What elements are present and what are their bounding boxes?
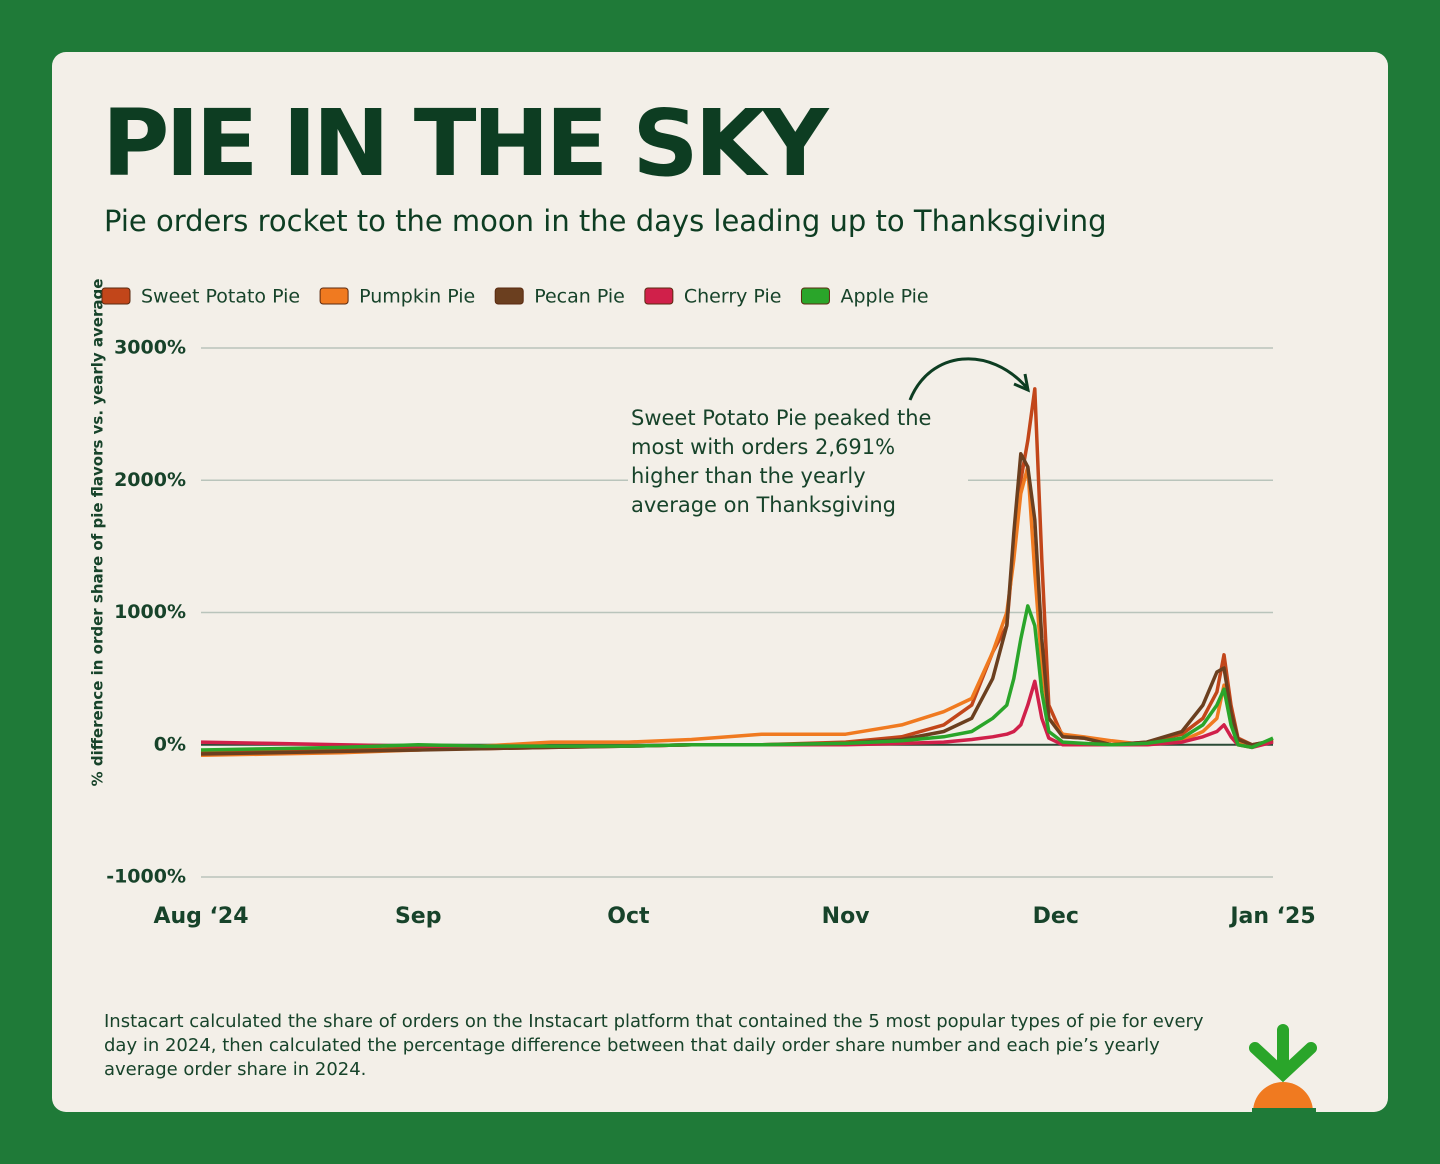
series-line [200, 465, 1274, 758]
annotation-bg [628, 406, 968, 432]
legend-swatch [644, 287, 674, 305]
logo-leaf [1249, 1024, 1317, 1083]
logo [1249, 1024, 1317, 1148]
y-axis-label: % difference in order share of pie flavo… [89, 279, 107, 787]
y-tick-label: 1000% [114, 601, 186, 623]
x-tick-label: Dec [1033, 904, 1079, 929]
y-tick-label: 0% [154, 733, 186, 755]
x-tick-label: Aug ‘24 [153, 904, 248, 929]
y-tick-label: -1000% [106, 866, 186, 888]
legend-label: Pecan Pie [534, 286, 625, 308]
legend-swatch [494, 287, 524, 305]
x-tick-label: Jan ‘25 [1228, 904, 1315, 929]
card: PIE IN THE SKY Pie orders rocket to the … [52, 52, 1388, 1112]
legend-swatch [101, 287, 131, 305]
annotation-text: higher than the yearly [631, 464, 866, 488]
annotation-text: average on Thanksgiving [631, 493, 896, 517]
subtitle: Pie orders rocket to the moon in the day… [104, 204, 1107, 238]
series-line [200, 604, 1274, 752]
y-tick-label: 3000% [114, 337, 186, 359]
x-tick-label: Sep [395, 904, 442, 929]
annotation-bg [628, 493, 968, 519]
logo-mask [1252, 1108, 1316, 1148]
legend-label: Sweet Potato Pie [141, 286, 300, 308]
annotation-text: Sweet Potato Pie peaked the [631, 406, 931, 430]
legend-swatch [800, 287, 830, 305]
footnote: Instacart calculated the share of orders… [104, 1011, 1204, 1080]
legend-swatch [319, 287, 349, 305]
annotation-bg [628, 464, 968, 490]
legend-label: Cherry Pie [684, 286, 782, 308]
annotation-arrowhead [1013, 373, 1030, 393]
y-tick-label: 2000% [114, 469, 186, 491]
annotation-text: most with orders 2,691% [631, 435, 895, 459]
legend-label: Pumpkin Pie [359, 286, 475, 308]
annotation-bg [628, 435, 968, 461]
title: PIE IN THE SKY [102, 90, 829, 197]
legend-label: Apple Pie [840, 286, 928, 308]
annotation-arrow [908, 357, 1029, 401]
x-tick-label: Oct [607, 904, 650, 929]
x-tick-label: Nov [822, 904, 871, 929]
